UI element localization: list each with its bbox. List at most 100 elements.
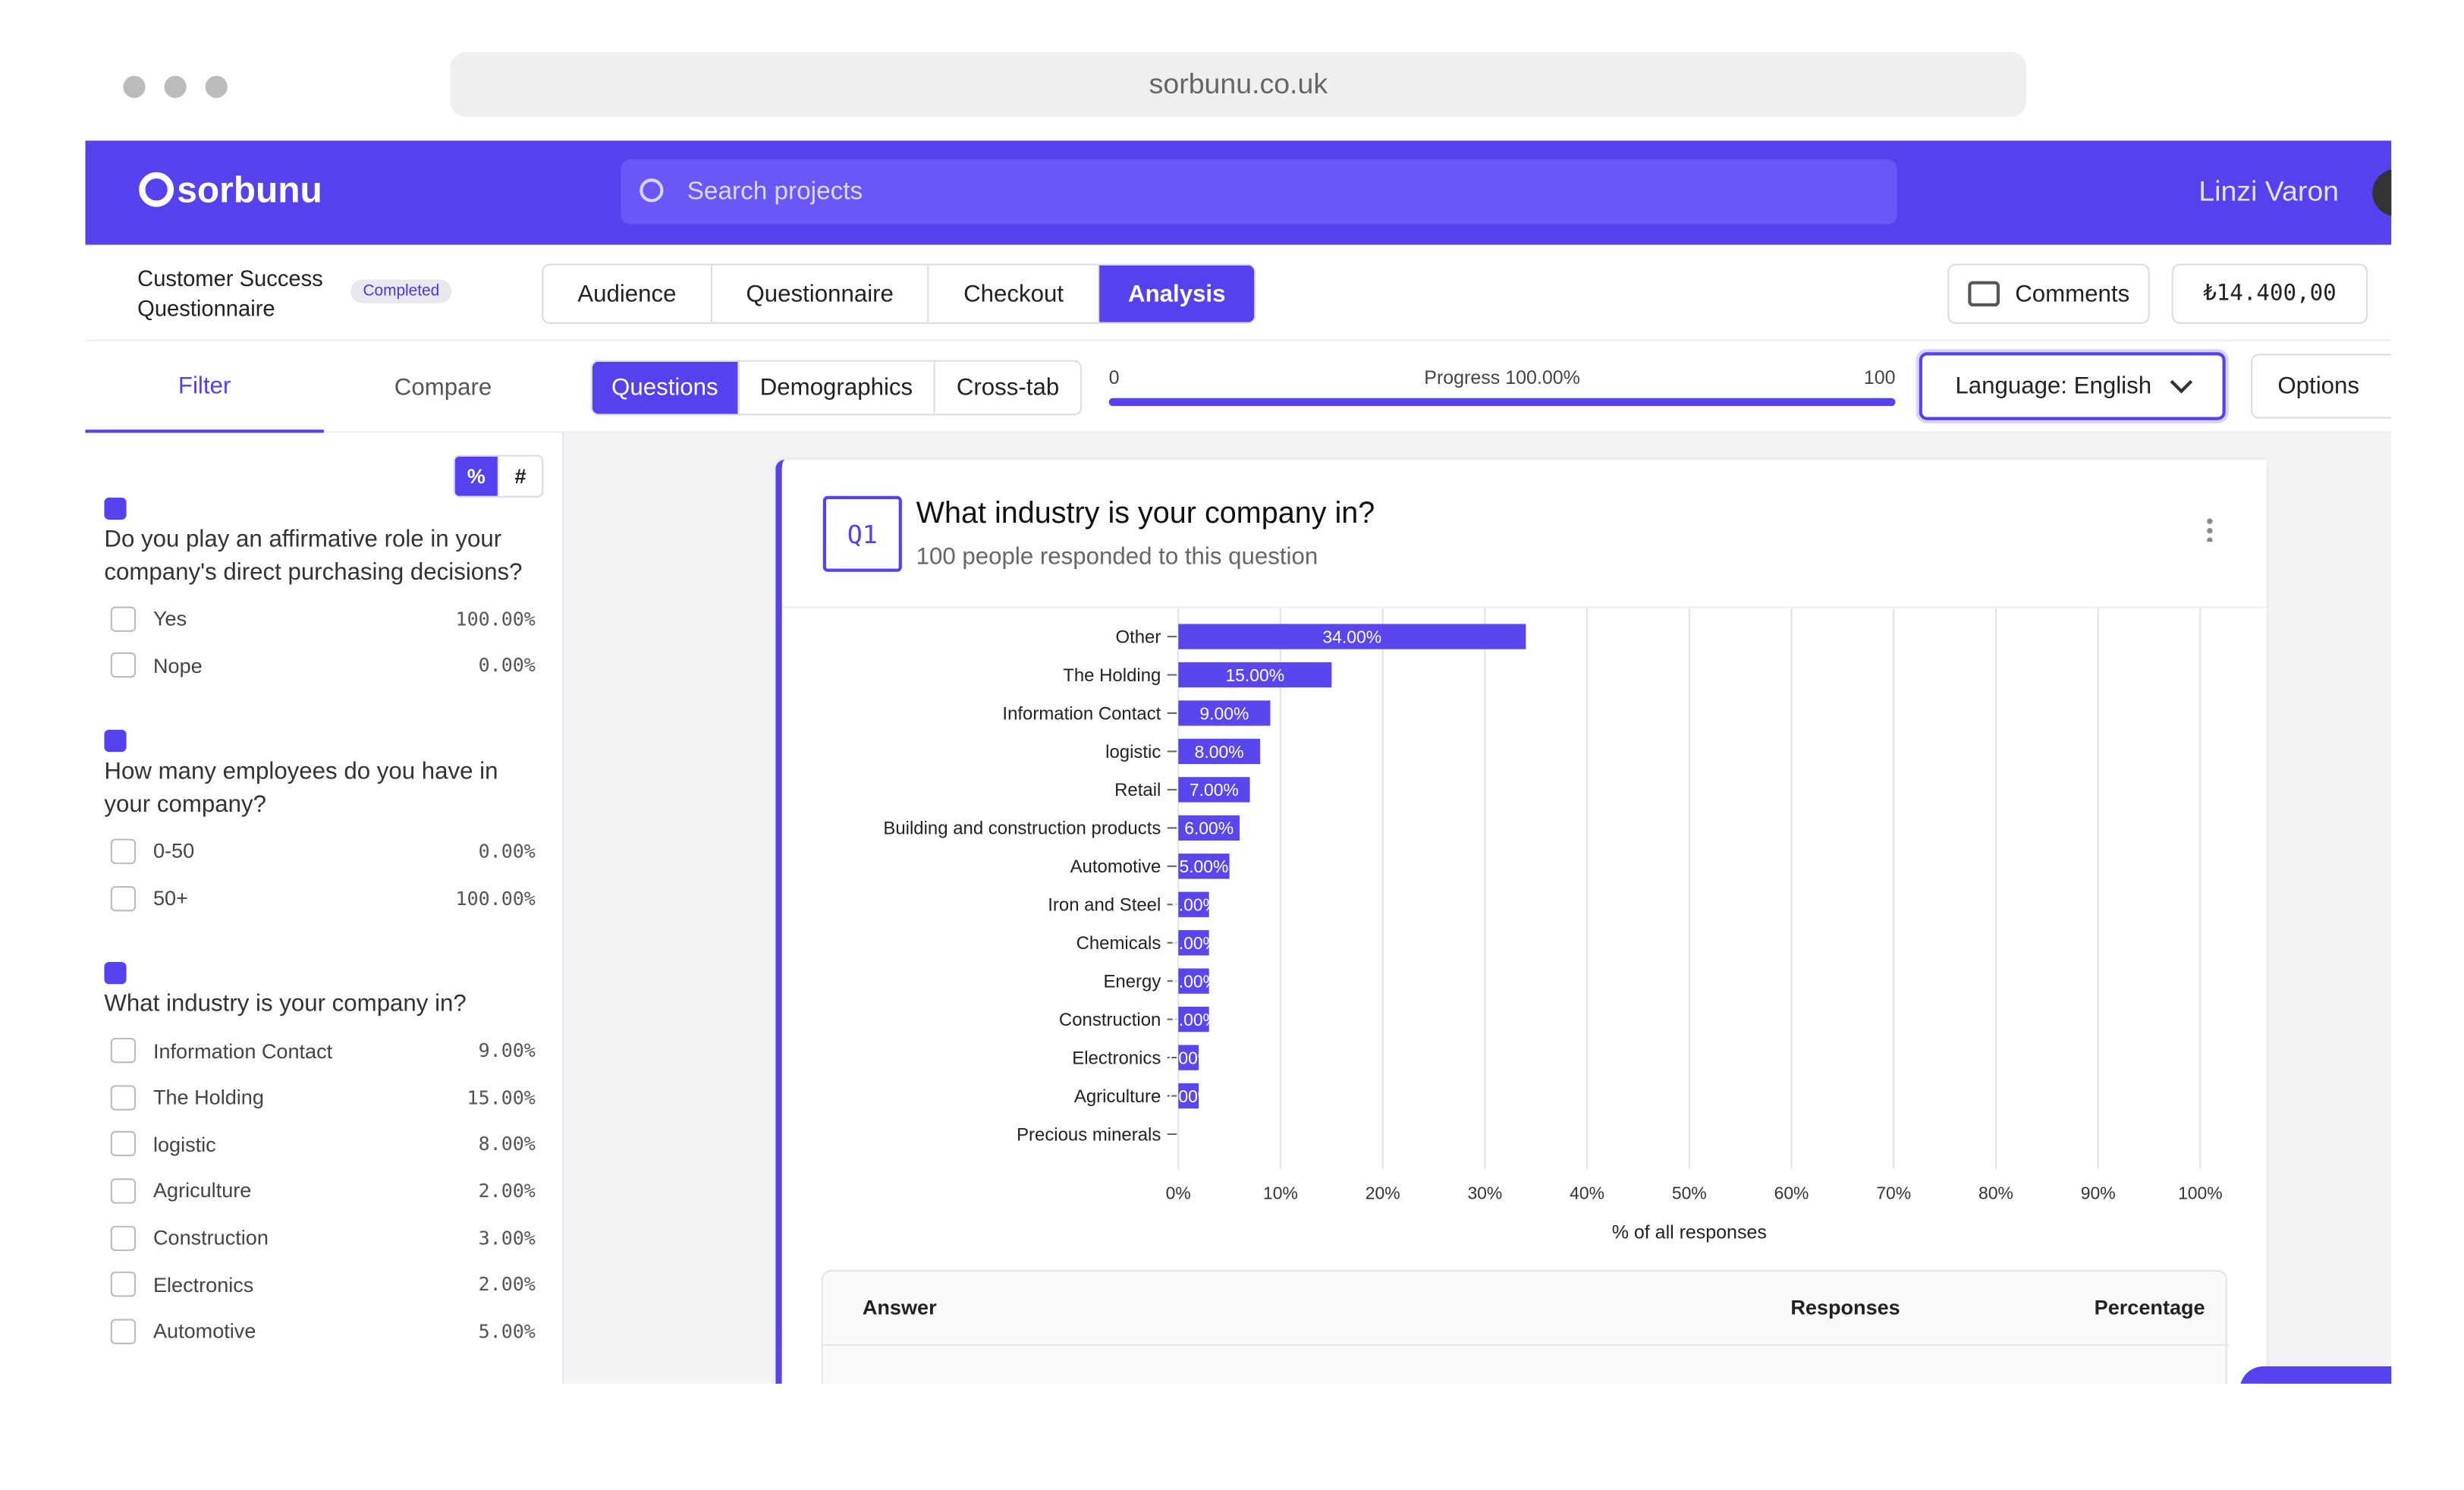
y-tick-label: Information Contact — [1002, 703, 1161, 724]
checkbox — [110, 1319, 137, 1344]
toggle[interactable]: # — [497, 456, 542, 496]
y-tick-label: The Holding — [1063, 665, 1161, 686]
bar — [1178, 1045, 1199, 1070]
filter-option[interactable]: Automotive 5.00% — [104, 1308, 539, 1355]
progress-track — [1108, 398, 1896, 407]
progress-min: 0 — [1108, 366, 1120, 389]
bar — [1178, 777, 1250, 803]
bar — [1178, 968, 1209, 994]
filter-option[interactable]: logistic 8.00% — [104, 1121, 539, 1168]
filter-option[interactable]: The Holding 15.00% — [104, 1074, 539, 1121]
tab[interactable]: Audience — [543, 265, 712, 322]
sidebar-tab[interactable]: Filter — [85, 341, 324, 433]
language-select[interactable]: Language: English — [1919, 352, 2226, 420]
table-header: Answer — [862, 1295, 937, 1319]
option-percent: 0.00% — [478, 840, 536, 863]
sidebar-tab[interactable]: Compare — [394, 373, 492, 401]
filter-option[interactable]: 50+ 100.00% — [104, 875, 539, 922]
checkbox — [110, 1178, 137, 1204]
value-label: 3.00% — [1169, 933, 1218, 953]
option-label: Yes — [152, 607, 187, 631]
table-header: Responses — [1790, 1295, 1900, 1319]
y-tick-label: Other — [1115, 627, 1161, 647]
logo[interactable]: sorbunu — [177, 168, 322, 210]
option-percent: 0.00% — [478, 654, 536, 677]
comments-button[interactable]: Comments — [1947, 263, 2150, 324]
value-label: 3.00% — [1169, 971, 1218, 991]
tab[interactable]: Checkout — [929, 265, 1100, 322]
option-percent: 100.00% — [455, 608, 536, 630]
option-percent: 15.00% — [467, 1086, 536, 1109]
status-badge: Completed — [350, 279, 452, 303]
option-label: Electronics — [152, 1272, 254, 1297]
filter-option[interactable]: Information Contact 9.00% — [104, 1027, 539, 1074]
card-title: What industry is your company in? — [916, 497, 1375, 531]
option-label: Construction — [152, 1225, 269, 1250]
window-dot — [205, 75, 228, 99]
search-box[interactable]: Search projects — [621, 159, 1897, 225]
filter-option[interactable]: Electronics 2.00% — [104, 1261, 539, 1308]
y-tick-label: Chemicals — [1076, 933, 1161, 954]
checkbox — [110, 1084, 137, 1111]
bar — [1178, 853, 1230, 879]
bar — [1178, 738, 1261, 765]
option-percent: 2.00% — [478, 1180, 536, 1202]
bar — [1178, 815, 1240, 841]
bar — [1178, 1083, 1199, 1109]
price[interactable]: ₺14.400,00 — [2171, 263, 2368, 324]
x-tick-label: 70% — [1876, 1183, 1911, 1202]
x-tick-label: 20% — [1366, 1183, 1400, 1202]
subtab[interactable]: Demographics — [739, 361, 935, 414]
floating-button[interactable] — [2239, 1366, 2392, 1384]
options-button[interactable]: Options — [2250, 354, 2392, 419]
question-marker — [104, 497, 127, 520]
filter-option[interactable]: Agriculture 2.00% — [104, 1168, 539, 1215]
progress-max: 100 — [1863, 366, 1896, 389]
option-percent: 8.00% — [478, 1133, 536, 1155]
toggle[interactable]: % — [454, 456, 498, 496]
tab-group: Audience Questionnaire Checkout Analysis — [542, 263, 1256, 324]
toggle-group: % # — [453, 454, 544, 498]
y-tick-label: logistic — [1105, 742, 1161, 762]
window-dot — [123, 75, 146, 99]
option-label: 0-50 — [152, 839, 195, 863]
option-label: Agriculture — [152, 1179, 252, 1203]
user-name[interactable]: Linzi Varon — [2198, 175, 2340, 207]
y-tick-label: Electronics — [1072, 1048, 1161, 1068]
option-percent: 5.00% — [478, 1320, 536, 1343]
tab[interactable]: Analysis — [1099, 265, 1255, 322]
value-label: 2.00% — [1164, 1048, 1213, 1067]
question-badge: Q1 — [822, 495, 902, 572]
window-dot — [164, 75, 187, 99]
divider — [781, 606, 2267, 608]
y-tick-label: Energy — [1103, 971, 1161, 992]
filter-question: Do you play an affirmative role in your … — [104, 526, 523, 586]
checkbox — [110, 606, 137, 632]
value-label: 3.00% — [1169, 895, 1218, 915]
value-label: 2.00% — [1164, 1086, 1213, 1106]
url-bar[interactable]: sorbunu.co.uk — [450, 52, 2027, 118]
subtab[interactable]: Cross-tab — [956, 374, 1060, 401]
logo-icon — [139, 171, 174, 207]
x-tick-label: 40% — [1570, 1183, 1604, 1202]
subtab-group: Questions Demographics Cross-tab — [590, 360, 1083, 416]
search-placeholder: Search projects — [687, 178, 863, 206]
kebab-menu[interactable] — [2206, 516, 2214, 542]
bar — [1178, 662, 1332, 688]
x-tick-label: 80% — [1978, 1183, 2013, 1202]
answer-table: Answer Responses Percentage — [821, 1270, 2229, 1384]
filter-option[interactable]: Nope 0.00% — [104, 643, 539, 690]
filter-option[interactable]: Yes 100.00% — [104, 596, 539, 643]
filter-option[interactable]: Construction 3.00% — [104, 1215, 539, 1262]
subtab[interactable]: Questions — [592, 361, 739, 414]
checkbox — [110, 838, 137, 864]
filter-question: What industry is your company in? — [104, 991, 467, 1018]
x-tick-label: 10% — [1263, 1183, 1298, 1202]
x-axis-label: % of all responses — [1612, 1221, 1767, 1243]
filter-option[interactable]: 0-50 0.00% — [104, 828, 539, 875]
option-label: 50+ — [152, 886, 188, 910]
tab[interactable]: Questionnaire — [712, 265, 929, 322]
value-label: 34.00% — [1322, 627, 1381, 646]
comments-label: Comments — [2015, 280, 2130, 307]
